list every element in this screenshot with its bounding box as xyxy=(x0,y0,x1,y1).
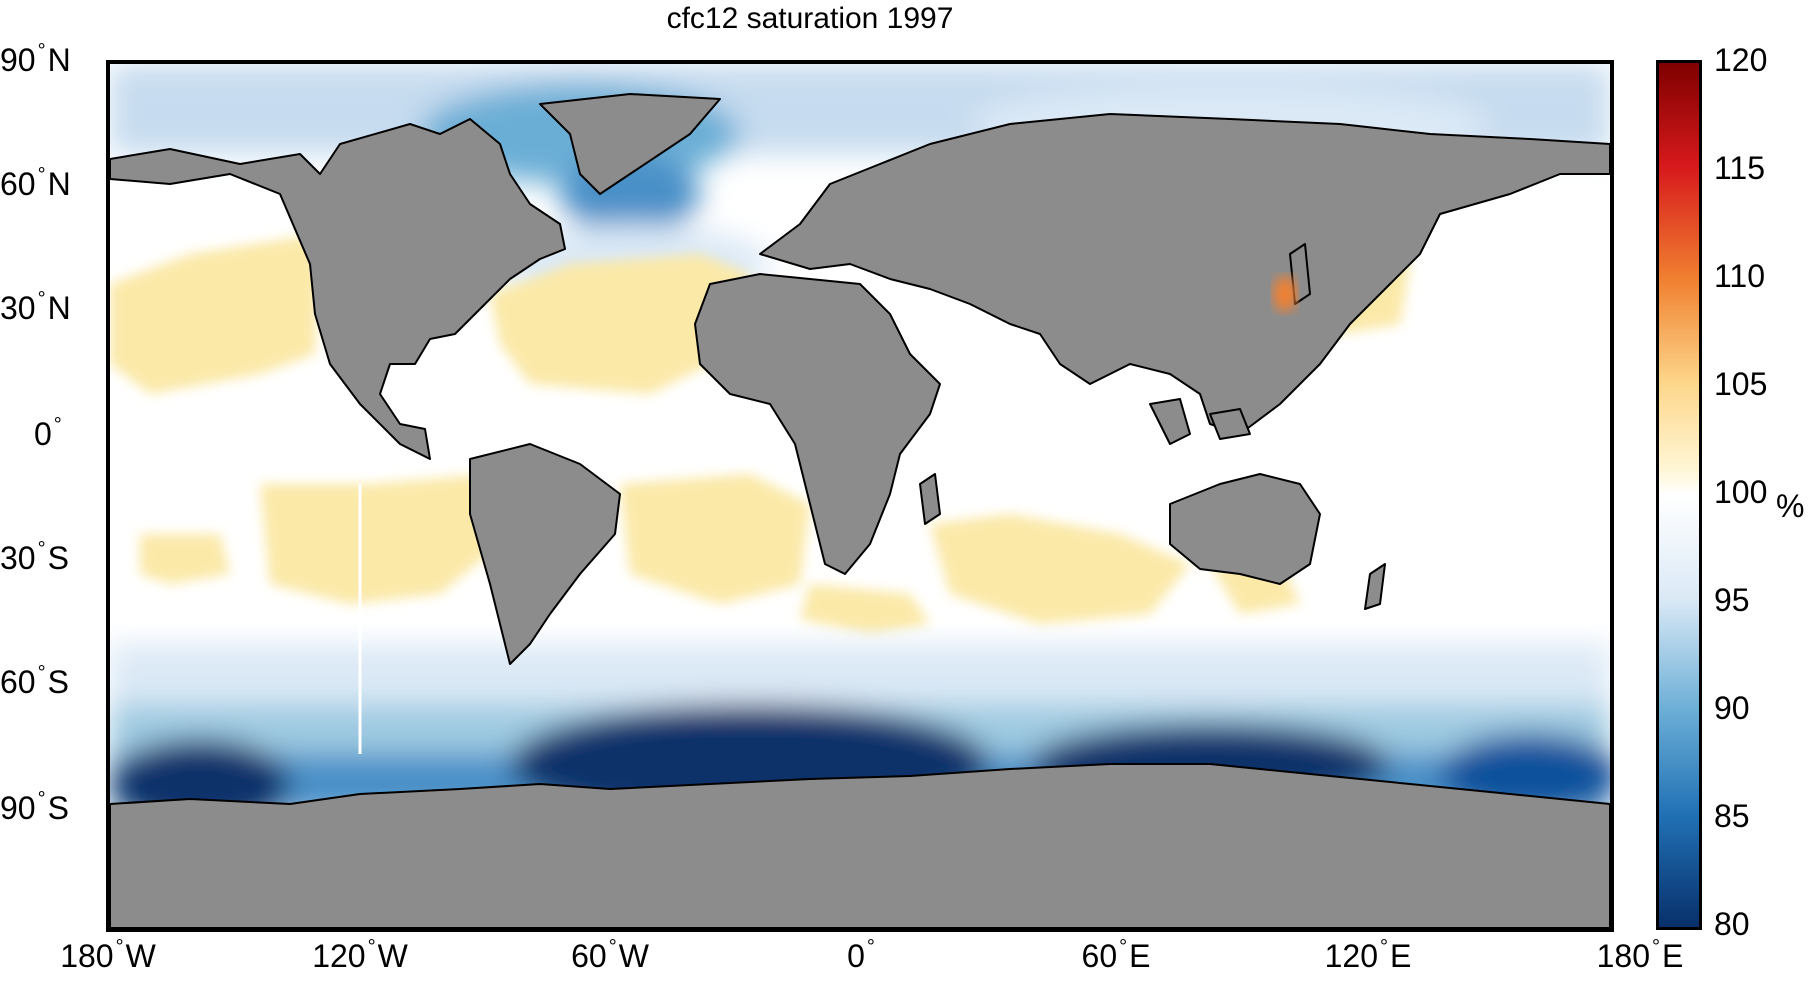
colorbar-unit: % xyxy=(1776,488,1805,524)
lon-label-60w: 60 °W xyxy=(571,936,649,974)
lat-label-0: 0 ° xyxy=(34,414,62,452)
lon-label-120w: 120 °W xyxy=(312,936,408,974)
colorbar-tick-80: 80 xyxy=(1714,906,1750,942)
colorbar-tick-105: 105 xyxy=(1714,366,1768,402)
lon-label-120e: 120 °E xyxy=(1324,936,1412,974)
africa xyxy=(694,273,941,575)
lon-label-0: 0 ° xyxy=(847,936,875,974)
lat-label-60n: 60 °N xyxy=(0,164,71,202)
lon-label-180w: 180 °W xyxy=(60,936,156,974)
map-panel xyxy=(106,60,1614,932)
north-america xyxy=(110,118,566,460)
australia xyxy=(1169,473,1321,585)
map-title: cfc12 saturation 1997 xyxy=(666,2,954,35)
lat-label-90s: 90 °S xyxy=(0,788,69,826)
eurasia xyxy=(759,113,1610,435)
lat-label-60s: 60 °S xyxy=(0,662,69,700)
colorbar-tick-95: 95 xyxy=(1714,582,1750,618)
colorbar-tick-120: 120 xyxy=(1714,42,1768,78)
colorbar-tick-100: 100 xyxy=(1714,474,1768,510)
colorbar-gradient xyxy=(1659,63,1699,927)
greenland xyxy=(539,93,721,195)
colorbar-tick-90: 90 xyxy=(1714,690,1750,726)
antarctica xyxy=(110,763,1610,928)
land-masses xyxy=(110,93,1610,928)
lat-label-90n: 90 °N xyxy=(0,40,71,78)
colorbar-tick-115: 115 xyxy=(1714,150,1766,186)
south-america xyxy=(469,443,621,665)
colorbar-tick-85: 85 xyxy=(1714,798,1750,834)
lat-label-30n: 30 °N xyxy=(0,288,71,326)
colorbar-tick-110: 110 xyxy=(1714,258,1766,294)
lon-label-180e: 180 °E xyxy=(1596,936,1684,974)
lon-label-60e: 60 °E xyxy=(1081,936,1151,974)
colorbar xyxy=(1656,60,1702,930)
lat-label-30s: 30 °S xyxy=(0,538,69,576)
saturation-map xyxy=(110,64,1610,928)
yellow-sea-hotspot xyxy=(1273,276,1297,312)
